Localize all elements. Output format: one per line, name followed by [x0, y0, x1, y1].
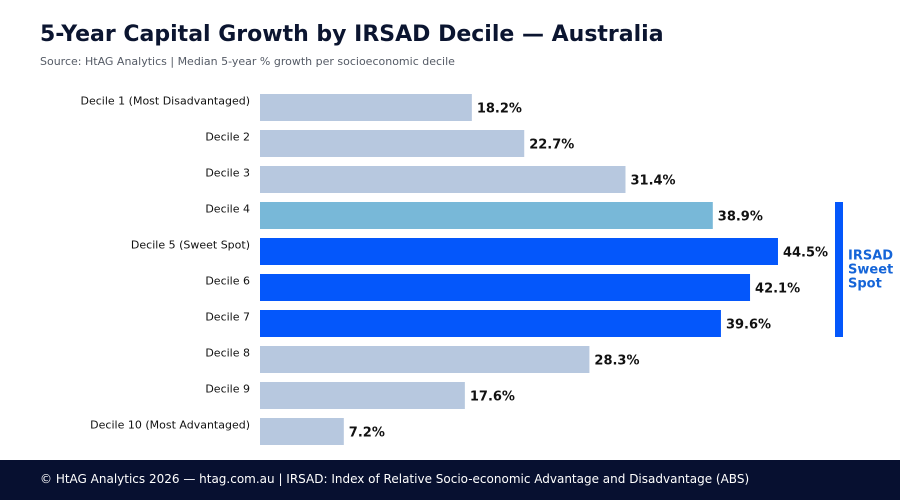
bar-decile-6 — [260, 274, 751, 301]
value-label-decile-10: 7.2% — [349, 426, 385, 441]
value-label-decile-6: 42.1% — [755, 282, 800, 297]
value-label-decile-8: 28.3% — [594, 354, 639, 369]
value-label-decile-9: 17.6% — [470, 390, 515, 405]
category-label-decile-1: Decile 1 (Most Disadvantaged) — [81, 95, 251, 108]
value-label-decile-1: 18.2% — [477, 102, 522, 117]
sweet-spot-label-line: Spot — [848, 277, 882, 292]
category-label-decile-10: Decile 10 (Most Advantaged) — [90, 419, 250, 432]
chart-title: 5-Year Capital Growth by IRSAD Decile — … — [40, 22, 664, 47]
value-label-decile-7: 39.6% — [726, 318, 771, 333]
bar-decile-4 — [260, 202, 713, 229]
value-label-decile-2: 22.7% — [529, 138, 574, 153]
category-label-decile-9: Decile 9 — [205, 383, 250, 396]
category-label-decile-7: Decile 7 — [205, 311, 250, 324]
chart-subtitle: Source: HtAG Analytics | Median 5-year %… — [40, 55, 455, 68]
value-label-decile-3: 31.4% — [630, 174, 675, 189]
value-label-decile-4: 38.9% — [718, 210, 763, 225]
bar-chart: Decile 1 (Most Disadvantaged) 18.2% Decile… — [81, 94, 893, 445]
footer-bar: © HtAG Analytics 2026 — htag.com.au | IR… — [0, 460, 900, 500]
value-label-decile-5: 44.5% — [783, 246, 828, 261]
bar-decile-8 — [260, 346, 590, 373]
category-label-decile-5: Decile 5 (Sweet Spot) — [131, 239, 250, 252]
sweet-spot-label-line: IRSAD — [848, 249, 893, 264]
bar-decile-2 — [260, 130, 525, 157]
footer-text: © HtAG Analytics 2026 — htag.com.au | IR… — [40, 472, 750, 486]
sweet-spot-label-line: Sweet — [848, 263, 893, 278]
bar-decile-7 — [260, 310, 721, 337]
sweet-spot-bracket — [835, 202, 843, 337]
category-label-decile-2: Decile 2 — [205, 131, 250, 144]
category-label-decile-6: Decile 6 — [205, 275, 250, 288]
category-label-decile-8: Decile 8 — [205, 347, 250, 360]
bar-decile-9 — [260, 382, 465, 409]
bar-decile-1 — [260, 94, 472, 121]
bar-decile-3 — [260, 166, 626, 193]
bar-decile-10 — [260, 418, 344, 445]
category-label-decile-4: Decile 4 — [205, 203, 250, 216]
category-label-decile-3: Decile 3 — [205, 167, 250, 180]
bar-decile-5 — [260, 238, 778, 265]
